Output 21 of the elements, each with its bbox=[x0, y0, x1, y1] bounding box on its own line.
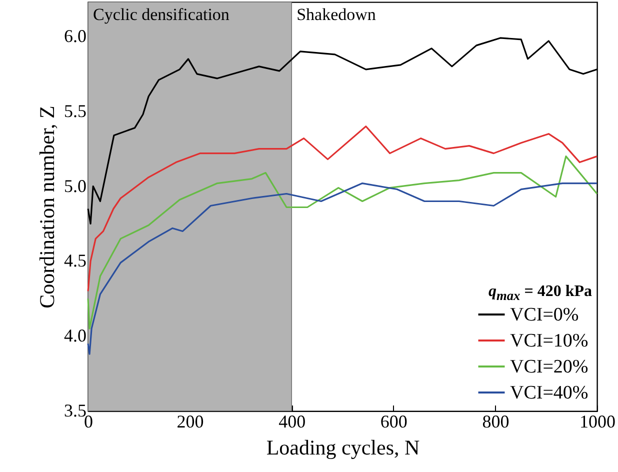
y-axis-title: Coordination number, Z bbox=[35, 106, 59, 308]
legend-label: VCI=40% bbox=[510, 382, 588, 404]
annotation: Shakedown bbox=[296, 5, 376, 24]
x-tick-label: 200 bbox=[176, 412, 204, 432]
legend-label: VCI=0% bbox=[510, 304, 579, 326]
x-tick-label: 600 bbox=[380, 412, 408, 432]
x-tick-label: 1000 bbox=[580, 412, 616, 432]
x-axis-title: Loading cycles, N bbox=[266, 436, 420, 460]
y-tick-label: 6.0 bbox=[64, 26, 86, 46]
legend-label: VCI=20% bbox=[510, 356, 588, 378]
legend-label: VCI=10% bbox=[510, 330, 588, 352]
y-tick-label: 5.0 bbox=[64, 176, 86, 196]
annotation: q$_{max}$ = 420 kPa bbox=[488, 283, 592, 304]
y-tick-label: 4.0 bbox=[64, 326, 86, 346]
x-tick-label: 800 bbox=[482, 412, 510, 432]
line-series bbox=[87, 182, 598, 355]
y-tick-label: 4.5 bbox=[64, 250, 86, 271]
line-series bbox=[87, 156, 598, 330]
y-tick-label: 5.5 bbox=[64, 100, 86, 121]
band-label: Cyclic densification bbox=[93, 5, 230, 24]
x-tick-label: 400 bbox=[278, 412, 306, 432]
